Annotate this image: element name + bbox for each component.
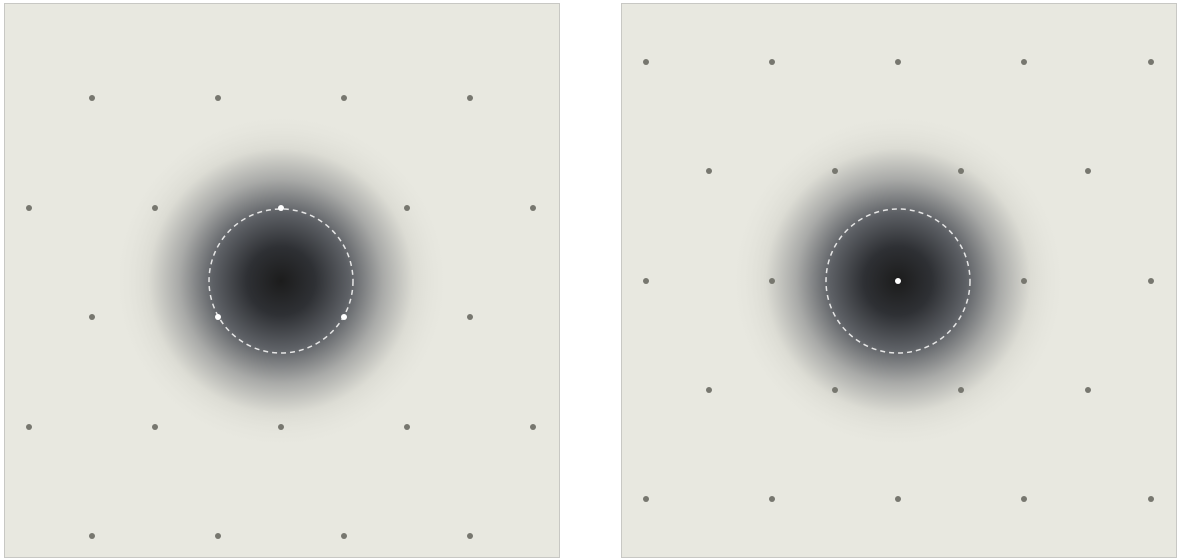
lattice-dot <box>1021 59 1027 65</box>
lattice-dot <box>1021 278 1027 284</box>
cutoff-circle <box>208 208 354 354</box>
lattice-dot <box>895 496 901 502</box>
lattice-dot <box>341 533 347 539</box>
neighbor-dot <box>278 205 284 211</box>
left-panel <box>4 3 560 558</box>
lattice-dot <box>152 205 158 211</box>
lattice-dot <box>467 314 473 320</box>
lattice-dot <box>215 95 221 101</box>
lattice-dot <box>1148 278 1154 284</box>
lattice-dot <box>1021 496 1027 502</box>
lattice-dot <box>643 278 649 284</box>
lattice-dot <box>832 168 838 174</box>
lattice-dot <box>643 59 649 65</box>
lattice-dot <box>895 59 901 65</box>
lattice-dot <box>769 496 775 502</box>
neighbor-dot <box>341 314 347 320</box>
lattice-dot <box>706 168 712 174</box>
lattice-dot <box>958 168 964 174</box>
lattice-dot <box>769 278 775 284</box>
lattice-dot <box>404 205 410 211</box>
lattice-dot <box>89 314 95 320</box>
lattice-dot <box>278 424 284 430</box>
lattice-dot <box>89 533 95 539</box>
lattice-dot <box>832 387 838 393</box>
lattice-dot <box>643 496 649 502</box>
lattice-dot <box>215 533 221 539</box>
lattice-dot <box>530 205 536 211</box>
lattice-dot <box>1085 387 1091 393</box>
lattice-dot <box>467 533 473 539</box>
lattice-dot <box>467 95 473 101</box>
lattice-dot <box>89 95 95 101</box>
lattice-dot <box>1085 168 1091 174</box>
lattice-dot <box>1148 59 1154 65</box>
neighbor-dot <box>215 314 221 320</box>
lattice-dot <box>341 95 347 101</box>
lattice-dot <box>404 424 410 430</box>
density-blob <box>111 111 451 451</box>
lattice-dot <box>152 424 158 430</box>
cutoff-circle <box>825 208 971 354</box>
neighbor-dot <box>895 278 901 284</box>
lattice-dot <box>706 387 712 393</box>
lattice-dot <box>530 424 536 430</box>
lattice-dot <box>26 424 32 430</box>
lattice-dot <box>1148 496 1154 502</box>
lattice-dot <box>769 59 775 65</box>
lattice-dot <box>26 205 32 211</box>
lattice-dot <box>958 387 964 393</box>
right-panel <box>621 3 1177 558</box>
